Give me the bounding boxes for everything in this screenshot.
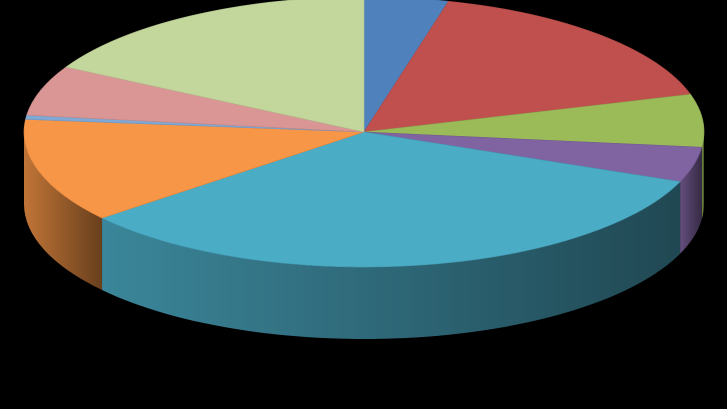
pie-tops [24, 0, 704, 267]
